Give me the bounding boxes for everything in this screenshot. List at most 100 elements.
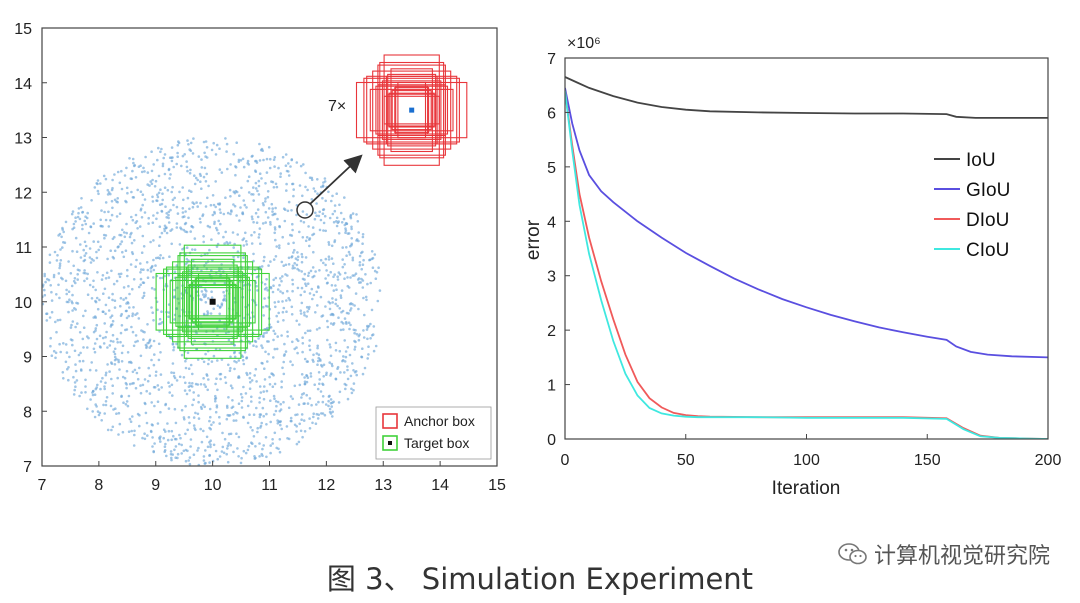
scatter-point — [128, 235, 132, 239]
scatter-point — [111, 298, 114, 302]
scatter-point — [95, 386, 98, 389]
scatter-point — [316, 192, 319, 195]
scatter-point — [191, 205, 195, 209]
scatter-point — [168, 177, 171, 180]
scatter-point — [58, 342, 61, 346]
y-tick-label: 13 — [14, 131, 32, 148]
scatter-point — [67, 366, 70, 369]
scatter-point — [210, 290, 213, 294]
scatter-point — [338, 307, 342, 310]
scatter-point — [142, 291, 146, 295]
scatter-point — [146, 276, 150, 280]
scatter-point — [171, 185, 174, 189]
scatter-point — [79, 351, 82, 355]
scatter-point — [158, 203, 162, 206]
scatter-point — [136, 377, 140, 381]
scatter-point — [182, 376, 186, 379]
scatter-point — [344, 231, 347, 234]
scatter-point — [216, 242, 220, 246]
scatter-point — [193, 174, 196, 177]
scatter-point — [303, 357, 307, 361]
scatter-point — [306, 282, 310, 286]
scatter-point — [157, 174, 161, 178]
scatter-point — [125, 316, 129, 320]
scatter-point — [216, 457, 219, 461]
scatter-point — [159, 435, 162, 439]
scatter-point — [306, 402, 310, 405]
figure-caption: 图 3、 Simulation Experiment — [326, 562, 754, 596]
scatter-point — [207, 362, 210, 366]
scatter-point — [335, 192, 339, 195]
scatter-point — [50, 299, 54, 302]
scatter-point — [212, 307, 215, 311]
scatter-point — [169, 173, 172, 176]
scatter-point — [204, 301, 208, 304]
scatter-point — [260, 147, 264, 151]
scatter-point — [319, 295, 323, 299]
scatter-point — [361, 242, 364, 245]
scatter-point — [222, 212, 226, 216]
scatter-point — [83, 258, 87, 262]
scatter-point — [372, 325, 376, 328]
y-tick-label: 12 — [14, 185, 32, 202]
scatter-point — [170, 429, 174, 433]
scatter-point — [82, 314, 85, 318]
scatter-point — [293, 248, 296, 252]
scatter-point — [102, 292, 105, 296]
scatter-point — [178, 190, 181, 194]
scatter-point — [239, 206, 242, 209]
scatter-point — [204, 205, 208, 208]
scatter-point — [117, 433, 120, 436]
scatter-point — [191, 372, 194, 376]
scatter-point — [234, 173, 237, 177]
scatter-point — [119, 296, 123, 300]
scatter-point — [88, 368, 92, 372]
scatter-point — [346, 368, 349, 372]
scatter-point — [336, 367, 339, 371]
scatter-point — [200, 158, 203, 161]
target-box — [190, 258, 235, 345]
scatter-point — [145, 389, 148, 393]
scatter-point — [62, 230, 65, 234]
scatter-point — [78, 359, 82, 363]
scatter-point — [157, 256, 160, 260]
scatter-point — [327, 258, 331, 261]
scatter-point — [293, 262, 297, 265]
scatter-point — [189, 363, 193, 367]
scatter-point — [304, 185, 307, 189]
scatter-point — [229, 384, 233, 388]
scatter-point — [215, 404, 219, 407]
scatter-point — [322, 363, 326, 367]
scatter-point — [250, 395, 253, 399]
scatter-point — [108, 344, 112, 347]
scatter-point — [276, 400, 280, 404]
scatter-point — [349, 307, 353, 310]
scatter-point — [337, 271, 341, 274]
scatter-point — [305, 380, 309, 384]
scatter-point — [128, 157, 131, 160]
scatter-point — [120, 187, 124, 191]
scatter-point — [351, 362, 354, 365]
scatter-point — [329, 313, 333, 317]
scatter-point — [257, 193, 261, 196]
scatter-point — [332, 275, 335, 279]
scatter-point — [273, 301, 277, 304]
scatter-point — [135, 258, 138, 262]
scatter-point — [265, 171, 269, 174]
scatter-point — [112, 340, 115, 343]
scatter-point — [265, 389, 269, 393]
right-x-ticks: 0 50 100 150 200 — [561, 434, 1061, 469]
scatter-point — [250, 233, 253, 237]
scatter-point — [157, 146, 160, 150]
scatter-point — [276, 217, 279, 221]
scatter-point — [223, 294, 226, 298]
scatter-point — [259, 242, 262, 245]
scatter-point — [84, 244, 88, 248]
scatter-point — [137, 317, 141, 320]
scatter-point — [205, 146, 209, 149]
scatter-point — [71, 301, 74, 305]
scatter-point — [142, 294, 146, 298]
scatter-point — [113, 173, 116, 176]
scatter-point — [110, 199, 114, 203]
target-box — [192, 281, 234, 323]
